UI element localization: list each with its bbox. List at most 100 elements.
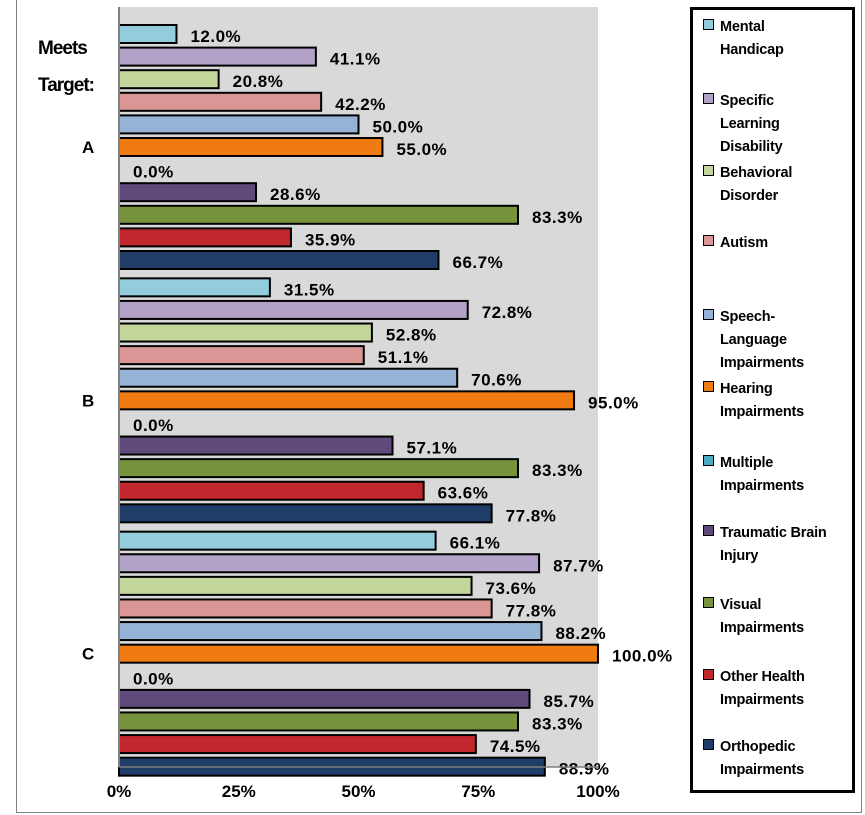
data-label-C-7: 85.7% (544, 692, 595, 711)
category-label-C: C (82, 645, 94, 664)
data-label-A-0: 12.0% (190, 27, 241, 46)
legend-label: Behavioral Disorder (720, 165, 793, 204)
data-label-B-7: 57.1% (407, 439, 458, 458)
bar-A-5 (118, 137, 384, 157)
x-tick-label: 0% (107, 782, 132, 801)
legend-label: Specific Learning Disability (720, 93, 783, 155)
data-label-B-8: 83.3% (532, 461, 583, 480)
data-label-B-4: 70.6% (471, 371, 522, 390)
bar-C-1 (118, 553, 541, 574)
bar-A-3 (118, 91, 323, 112)
data-label-C-2: 73.6% (486, 579, 537, 598)
chart-frame (16, 0, 862, 813)
data-label-A-4: 50.0% (373, 117, 424, 136)
data-label-C-4: 88.2% (555, 624, 606, 643)
bar-A-2 (118, 69, 220, 90)
legend-label: Orthopedic Impairments (720, 739, 805, 778)
bar-C-8 (118, 711, 520, 732)
data-label-C-10: 88.9% (559, 760, 610, 779)
data-label-C-5: 100.0% (612, 647, 673, 666)
legend-swatch (703, 669, 714, 680)
legend-swatch (703, 381, 714, 392)
legend-label: Other Health Impairments (720, 669, 805, 708)
data-label-A-10: 66.7% (452, 253, 503, 272)
data-label-B-0: 31.5% (284, 280, 335, 299)
category-label-A: A (82, 138, 94, 157)
data-label-A-6: 0.0% (133, 163, 174, 182)
x-tick-label: 50% (341, 782, 375, 801)
data-label-B-1: 72.8% (482, 303, 533, 322)
legend-label: Hearing Impairments (720, 381, 805, 420)
legend-swatch (703, 525, 714, 536)
bar-C-9 (118, 734, 477, 755)
bar-B-1 (118, 299, 469, 320)
bar-B-5 (118, 390, 576, 411)
legend-swatch (703, 19, 714, 30)
bar-C-5 (118, 643, 599, 664)
legend-label: Multiple Impairments (720, 455, 805, 494)
bar-B-4 (118, 367, 459, 388)
bar-A-7 (118, 182, 257, 203)
data-label-C-0: 66.1% (450, 534, 501, 553)
legend-swatch (703, 235, 714, 246)
data-label-A-1: 41.1% (330, 50, 381, 69)
legend-label: Mental Handicap (720, 19, 784, 58)
data-label-A-5: 55.0% (396, 140, 447, 159)
bar-B-9 (118, 480, 425, 501)
legend-swatch (703, 93, 714, 104)
target-annotation-line1: Meets (38, 38, 87, 59)
bar-B-3 (118, 345, 365, 366)
legend: Mental Handicap Specific Learning Disability… (690, 7, 855, 793)
bar-B-2 (118, 322, 373, 343)
legend-swatch (703, 739, 714, 750)
bar-C-0 (118, 530, 437, 551)
target-annotation-line2: Target: (38, 75, 94, 96)
bar-C-7 (118, 688, 531, 709)
x-tick-label: 25% (222, 782, 256, 801)
data-label-A-2: 20.8% (233, 72, 284, 91)
bar-B-8 (118, 458, 520, 479)
legend-label: Visual Impairments (720, 597, 805, 636)
bar-C-2 (118, 575, 473, 596)
bar-B-10 (118, 503, 493, 524)
category-label-B: B (82, 391, 94, 410)
x-tick-label: 75% (461, 782, 495, 801)
data-label-B-5: 95.0% (588, 393, 639, 412)
data-label-B-2: 52.8% (386, 326, 437, 345)
data-label-A-3: 42.2% (335, 95, 386, 114)
data-label-B-10: 77.8% (506, 506, 557, 525)
data-label-C-3: 77.8% (506, 601, 557, 620)
data-label-C-6: 0.0% (133, 669, 174, 688)
legend-swatch (703, 165, 714, 176)
legend-swatch (703, 309, 714, 320)
data-label-C-1: 87.7% (553, 556, 604, 575)
data-label-B-9: 63.6% (438, 484, 489, 503)
data-label-C-8: 83.3% (532, 714, 583, 733)
bar-C-3 (118, 598, 493, 619)
bar-B-0 (118, 277, 271, 298)
bars-layer: 12.0% 41.1% 20.8% 42.2% 50.0% 55.0% 0.0% 28.6% 8… (118, 24, 673, 779)
bar-A-10 (118, 250, 440, 270)
data-label-B-6: 0.0% (133, 416, 174, 435)
bar-A-4 (118, 114, 360, 135)
legend-label: Speech- Language Impairments (720, 309, 805, 371)
legend-label: Traumatic Brain Injury (720, 525, 827, 564)
data-label-A-9: 35.9% (305, 230, 356, 249)
x-tick-label: 100% (576, 782, 619, 801)
bar-C-4 (118, 621, 543, 642)
bar-A-9 (118, 227, 292, 248)
bar-A-1 (118, 46, 317, 67)
x-ticks: 0% 25% 50% 75% 100% (107, 782, 620, 801)
bar-A-0 (118, 24, 178, 44)
data-label-A-7: 28.6% (270, 185, 321, 204)
data-label-A-8: 83.3% (532, 208, 583, 227)
legend-label: Autism (720, 235, 768, 251)
legend-swatch (703, 455, 714, 466)
bar-B-7 (118, 435, 394, 456)
category-labels: A B C (82, 138, 94, 664)
bar-A-8 (118, 204, 520, 225)
data-label-B-3: 51.1% (378, 348, 429, 367)
legend-swatch (703, 597, 714, 608)
data-label-C-9: 74.5% (490, 737, 541, 756)
